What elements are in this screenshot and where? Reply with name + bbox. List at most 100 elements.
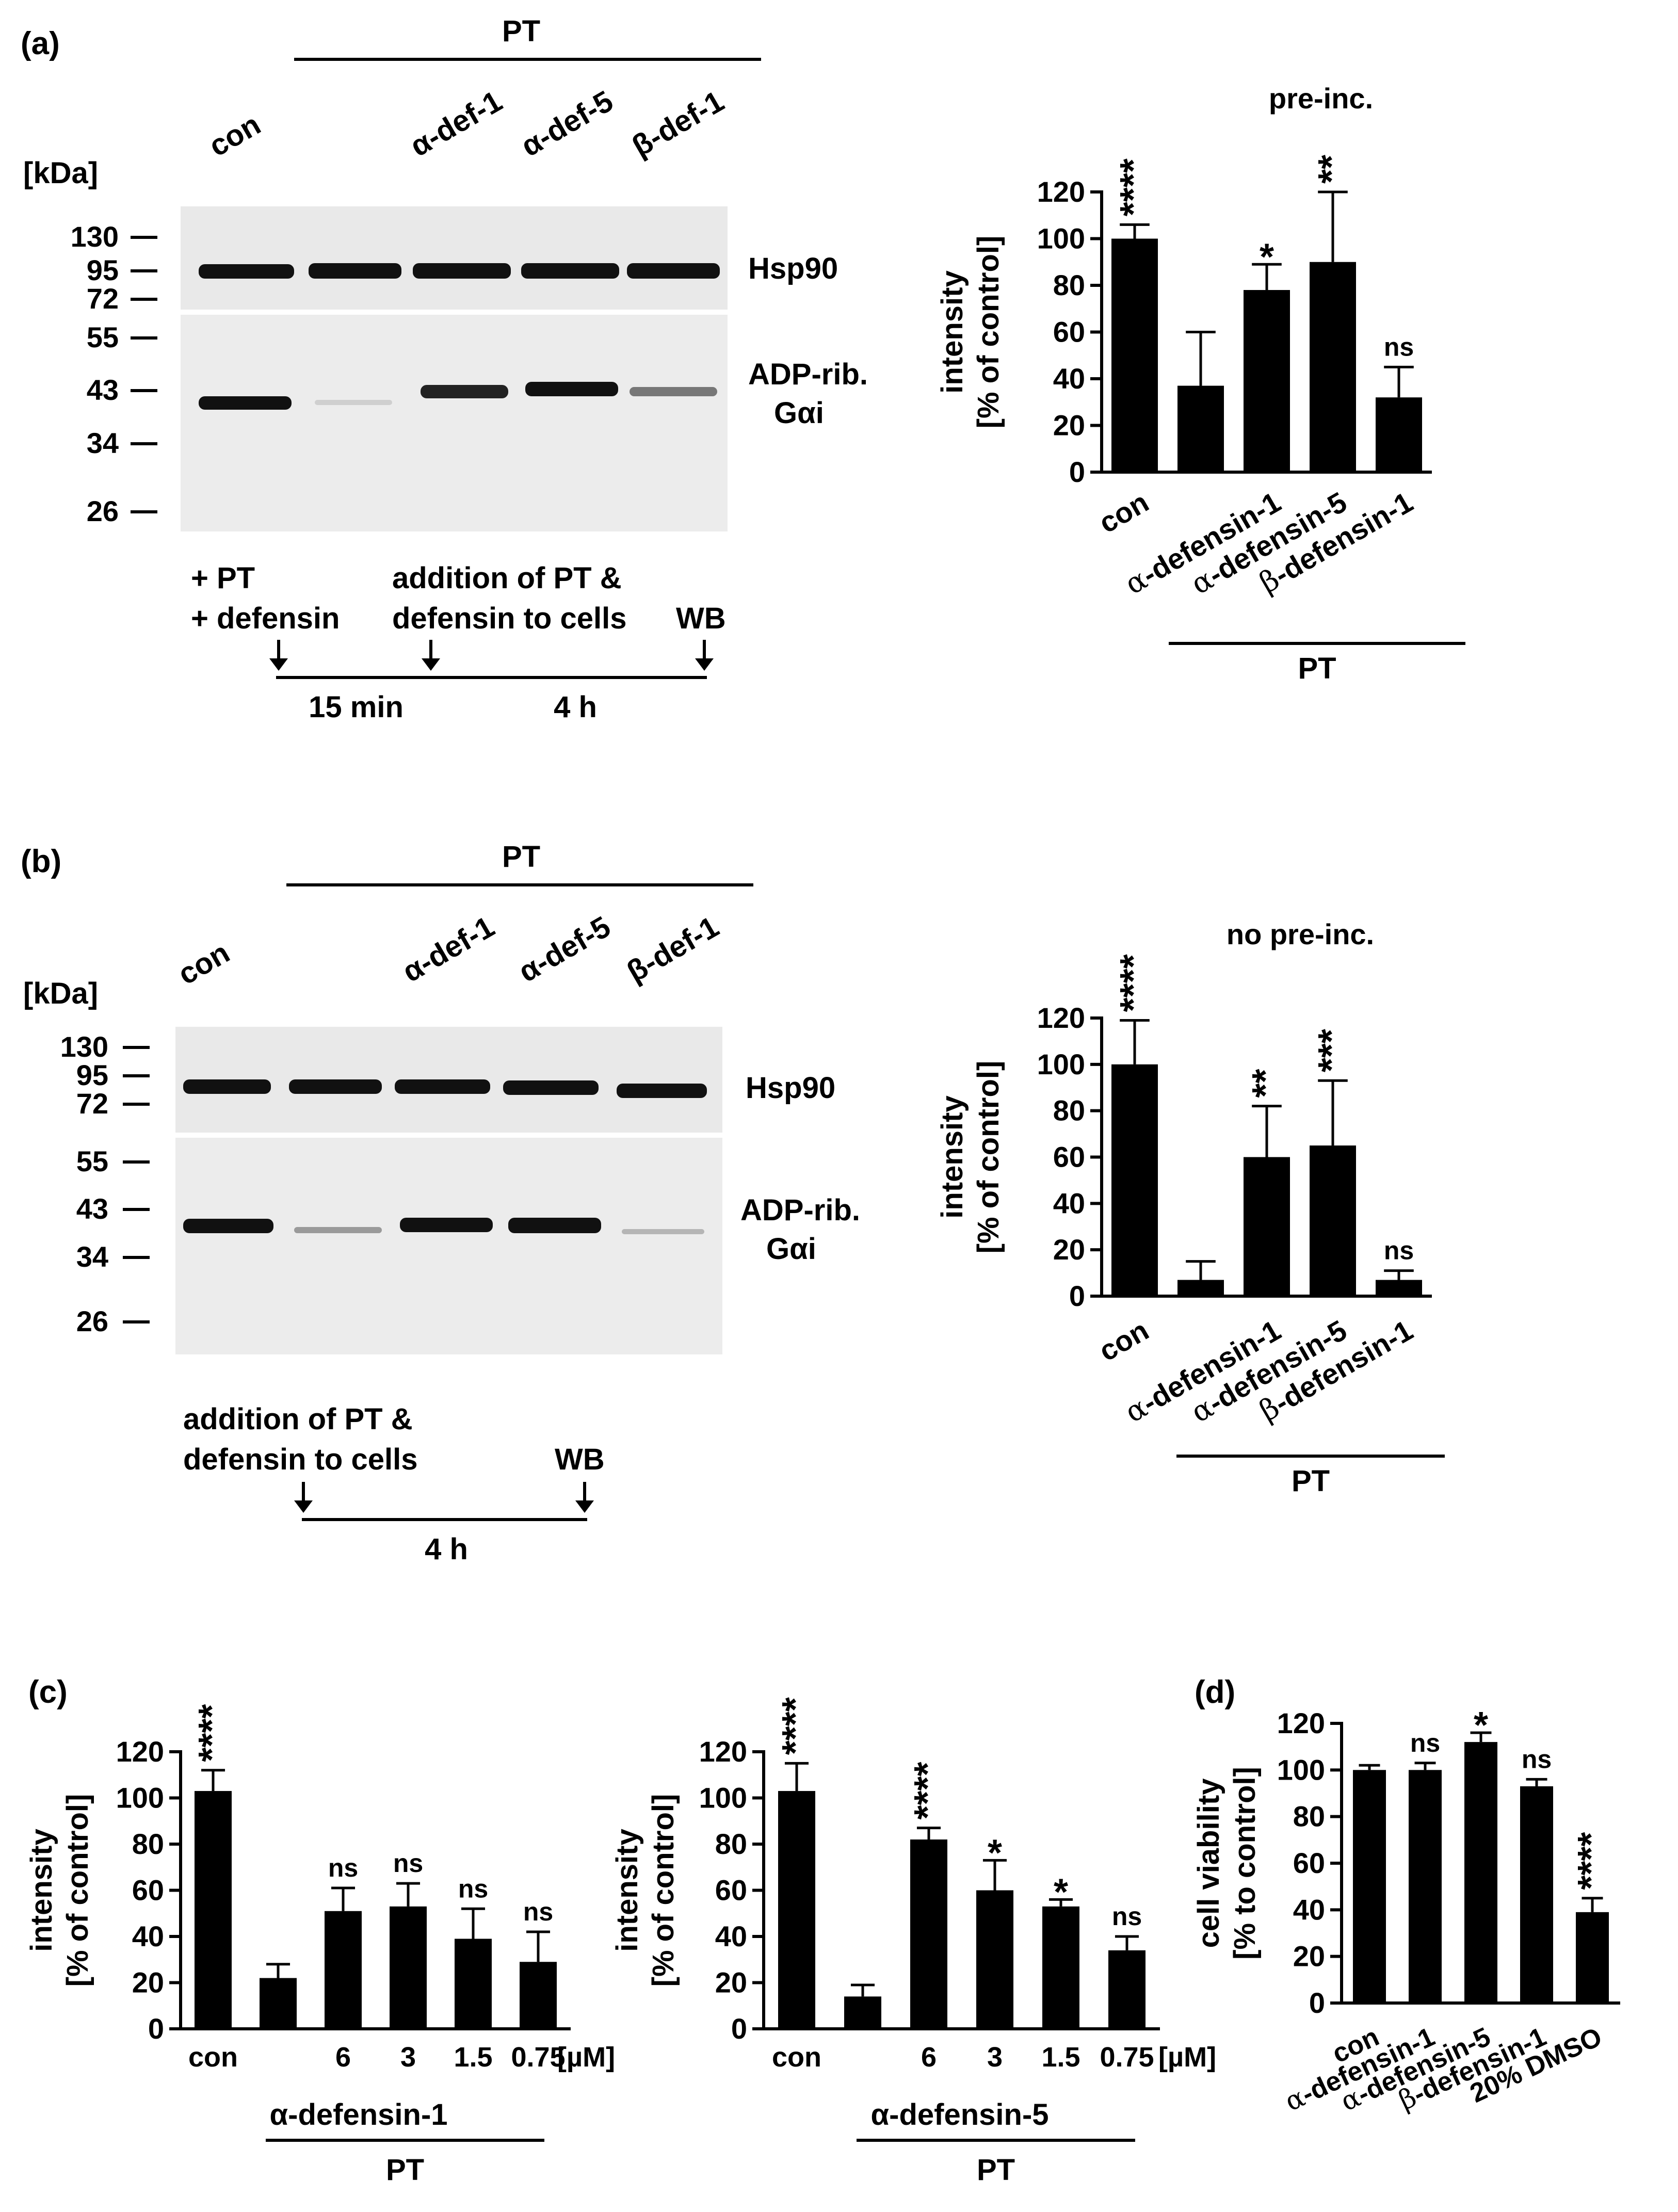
marker-label: 34: [87, 427, 119, 459]
y-tick-label: 40: [1293, 1893, 1325, 1926]
x-tick-label: con: [772, 2042, 821, 2073]
bar: [260, 1978, 297, 2029]
marker-label: 43: [76, 1192, 108, 1225]
y-tick-label: 100: [1037, 222, 1085, 255]
marker-label: 34: [76, 1240, 108, 1273]
blot-band: [183, 1219, 273, 1233]
scheme-step-text: defensin to cells: [183, 1443, 417, 1476]
significance-label: ns: [1384, 1236, 1414, 1265]
panel-a-blot: (a) PT con α-def-1 α-def-5 β-def-1 [kDa]…: [21, 14, 868, 724]
y-tick-label: 100: [699, 1782, 747, 1814]
y-tick-label: 120: [1277, 1707, 1325, 1739]
panel-b-hsp90-bands: [183, 1079, 707, 1098]
y-tick-label: 20: [1053, 409, 1085, 442]
bar: [1464, 1742, 1497, 2003]
blot-band: [503, 1080, 599, 1095]
y-tick-label: 100: [1277, 1753, 1325, 1786]
significance-label: ns: [523, 1897, 553, 1926]
significance-label: **: [1311, 155, 1352, 184]
chart-d: 0 20 40 60 80 100 120 cell viability [% to contr…: [1192, 1705, 1620, 2118]
significance-label: ns: [1384, 332, 1414, 361]
y-axis-label: intensity: [25, 1829, 58, 1952]
significance-label: ns: [1410, 1729, 1440, 1757]
blot-band: [508, 1218, 601, 1233]
significance-label: ns: [458, 1874, 488, 1903]
y-tick-label: 0: [1069, 456, 1085, 488]
panel-a-marker-ladder: 130 95 72 55 43 34 26: [71, 220, 157, 527]
marker-label: 55: [87, 321, 119, 353]
y-axis-label: [% of control]: [647, 1794, 680, 1987]
chart-a: 0 20 40 60 80 100 120 intensity [% of control] pr…: [935, 82, 1465, 685]
x-tick-label: 6: [921, 2042, 937, 2073]
significance-label: ****: [775, 1697, 816, 1755]
bar: [325, 1911, 362, 2029]
y-tick-label: 120: [1037, 175, 1085, 208]
bar: [1376, 1280, 1422, 1296]
chart-b: 0 20 40 60 80 100 120 intensity [% of control] no…: [935, 918, 1445, 1498]
bar: [1409, 1770, 1442, 2003]
sub-group-label: α-defensin-1: [269, 2098, 447, 2132]
panel-a-lane-label: α-def-1: [405, 84, 508, 163]
y-tick-label: 0: [1309, 1987, 1325, 2019]
bar: [195, 1791, 232, 2029]
marker-label: 43: [87, 374, 119, 406]
significance-label: ****: [907, 1762, 948, 1820]
blot-band: [183, 1079, 271, 1094]
panel-b-label: (b): [21, 844, 61, 879]
y-tick-label: 120: [1037, 1002, 1085, 1034]
group-label: PT: [386, 2153, 424, 2187]
bar: [1108, 1950, 1145, 2029]
y-tick-label: 40: [132, 1920, 164, 1952]
group-label: PT: [1298, 652, 1336, 685]
blot-band: [627, 263, 720, 279]
significance-label: ****: [1571, 1832, 1612, 1890]
marker-label: 130: [71, 220, 119, 253]
bar: [455, 1939, 492, 2029]
panel-a-gai-membrane: [181, 315, 728, 531]
y-tick-label: 100: [1037, 1048, 1085, 1080]
scheme-step-text: addition of PT &: [392, 561, 622, 595]
marker-label: 72: [87, 282, 119, 315]
significance-label: ns: [1522, 1745, 1552, 1773]
panel-b-pt-label: PT: [502, 840, 540, 874]
marker-label: 95: [87, 254, 119, 286]
bar: [1244, 1157, 1290, 1296]
bar: [1177, 385, 1224, 472]
panel-a-label: (a): [21, 26, 60, 61]
bar: [1520, 1786, 1553, 2003]
chart-c1: 0 20 40 60 80 100 120 intensity [% of control] **…: [25, 1704, 615, 2187]
panel-a-hsp90-label: Hsp90: [748, 252, 838, 285]
y-tick-label: 60: [1053, 316, 1085, 348]
significance-label: *: [1054, 1871, 1068, 1913]
bar: [1111, 1064, 1158, 1296]
y-axis-label: intensity: [935, 1095, 969, 1219]
significance-label: ****: [191, 1704, 233, 1762]
x-tick-label: 1.5: [454, 2042, 492, 2073]
bar: [520, 1962, 557, 2029]
scheme-interval: 4 h: [554, 690, 597, 724]
y-tick-label: 120: [699, 1735, 747, 1768]
arrow-head: [294, 1500, 313, 1513]
panel-c-label: (c): [28, 1674, 68, 1710]
panel-a-hsp90-bands: [199, 263, 720, 279]
bar: [1111, 238, 1158, 472]
bar: [1177, 1280, 1224, 1296]
panel-b-lane-label: con: [172, 935, 235, 991]
blot-band: [421, 385, 508, 398]
panel-a-gai-bands: [199, 382, 717, 410]
panel-a-adp-label: ADP-rib.: [748, 358, 868, 391]
panel-b-lane-label: α-def-5: [513, 910, 616, 989]
y-tick-label: 20: [1053, 1233, 1085, 1266]
panel-b-timeline: addition of PT & defensin to cells WB 4 …: [183, 1402, 605, 1566]
panel-b-lane-label: β-def-1: [621, 910, 724, 989]
y-tick-label: 0: [1069, 1280, 1085, 1312]
bar: [1310, 262, 1356, 472]
significance-label: ***: [1311, 1029, 1352, 1072]
x-tick-label: 6: [335, 2042, 351, 2073]
y-tick-label: 40: [1053, 362, 1085, 395]
panel-b-blot: (b) PT con α-def-1 α-def-5 β-def-1 [kDa]…: [21, 840, 860, 1566]
bar: [1310, 1145, 1356, 1296]
arrow-head: [422, 658, 440, 671]
panel-a-hsp90-membrane: [181, 206, 728, 310]
